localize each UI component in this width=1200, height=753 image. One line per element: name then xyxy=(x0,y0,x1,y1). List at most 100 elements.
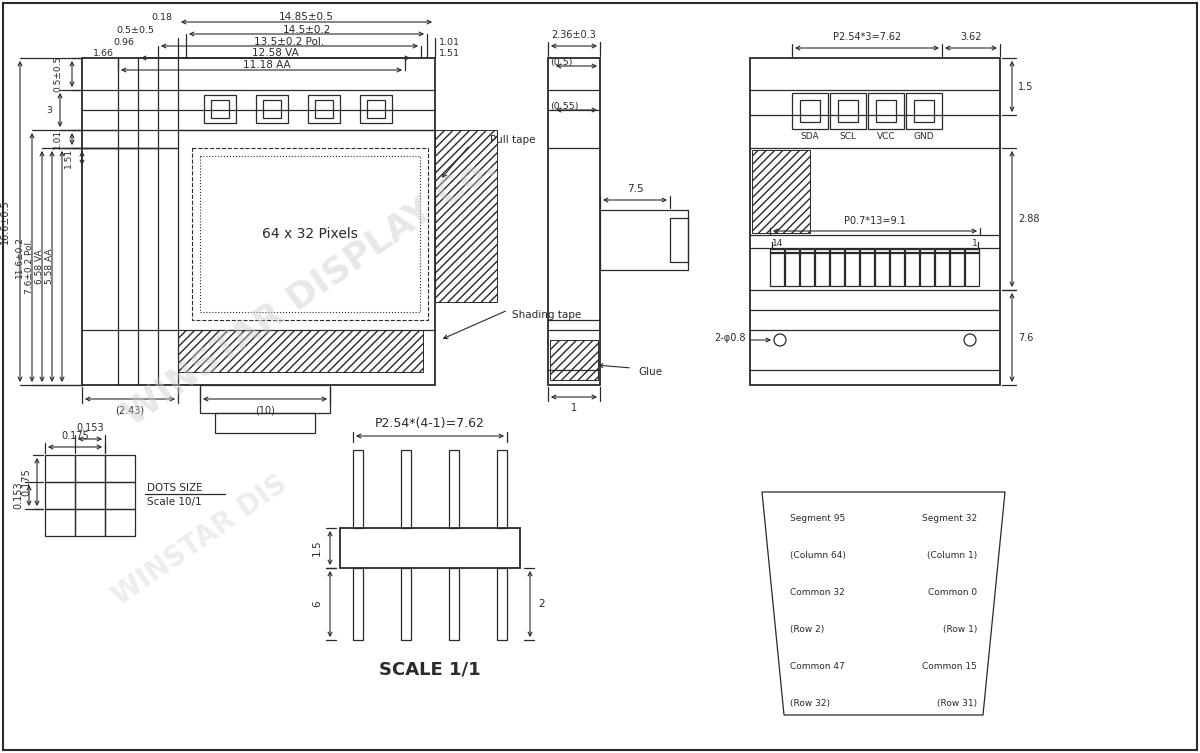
Text: Common 47: Common 47 xyxy=(790,662,845,671)
Text: Common 0: Common 0 xyxy=(928,588,977,597)
Text: 6: 6 xyxy=(312,601,322,608)
Text: (Row 2): (Row 2) xyxy=(790,625,824,634)
Text: 3.62: 3.62 xyxy=(960,32,982,42)
Bar xyxy=(308,95,340,123)
Bar xyxy=(449,450,458,528)
Bar xyxy=(670,218,688,262)
Bar xyxy=(830,93,866,129)
Text: (Column 64): (Column 64) xyxy=(790,550,846,559)
Text: 5.58 AA: 5.58 AA xyxy=(46,248,54,284)
Text: 0.5±0.5: 0.5±0.5 xyxy=(116,26,154,35)
Bar xyxy=(906,93,942,129)
Text: WINSTAR DIS: WINSTAR DIS xyxy=(107,469,293,611)
Text: 64 x 32 Pixels: 64 x 32 Pixels xyxy=(262,227,358,241)
Text: (10): (10) xyxy=(256,405,275,415)
Text: 3: 3 xyxy=(47,105,52,114)
Bar xyxy=(200,156,420,312)
Bar xyxy=(497,568,508,640)
Text: 12.58 VA: 12.58 VA xyxy=(252,48,299,58)
Bar xyxy=(752,150,810,233)
Text: DOTS SIZE: DOTS SIZE xyxy=(148,483,203,493)
Text: 14.5±0.2: 14.5±0.2 xyxy=(282,25,331,35)
Bar xyxy=(215,413,314,433)
Bar xyxy=(200,385,330,413)
Text: 14.85±0.5: 14.85±0.5 xyxy=(278,12,334,22)
Text: 2-φ0.8: 2-φ0.8 xyxy=(714,333,746,343)
Text: SDA: SDA xyxy=(800,132,820,141)
Bar xyxy=(860,252,874,286)
Bar xyxy=(600,210,688,270)
Text: P0.7*13=9.1: P0.7*13=9.1 xyxy=(844,216,906,226)
Bar xyxy=(314,100,334,118)
Bar xyxy=(74,455,106,482)
Text: 6.58 VA: 6.58 VA xyxy=(35,249,44,284)
Bar xyxy=(353,568,364,640)
Text: 0.153: 0.153 xyxy=(76,423,104,433)
Bar xyxy=(497,450,508,528)
Text: Scale 10/1: Scale 10/1 xyxy=(148,497,202,507)
Bar xyxy=(905,252,918,286)
Bar xyxy=(74,509,106,536)
Text: 2.36±0.3: 2.36±0.3 xyxy=(552,30,596,40)
Bar xyxy=(770,252,784,286)
Bar xyxy=(815,252,828,286)
Text: 0.153: 0.153 xyxy=(13,482,23,509)
Bar xyxy=(935,252,948,286)
Bar xyxy=(868,93,904,129)
Bar xyxy=(106,482,134,509)
Text: P2.54*3=7.62: P2.54*3=7.62 xyxy=(833,32,901,42)
Bar xyxy=(353,450,364,528)
Text: Glue: Glue xyxy=(638,367,662,377)
Bar xyxy=(838,100,858,122)
Bar xyxy=(74,482,106,509)
Bar xyxy=(875,249,888,253)
Bar xyxy=(770,249,784,253)
Text: SCL: SCL xyxy=(840,132,857,141)
Text: (Column 1): (Column 1) xyxy=(926,550,977,559)
Bar xyxy=(204,95,236,123)
Text: (2.43): (2.43) xyxy=(115,405,144,415)
Bar xyxy=(920,249,934,253)
Bar xyxy=(46,509,74,536)
Text: Common 15: Common 15 xyxy=(922,662,977,671)
Text: 1.5: 1.5 xyxy=(1018,81,1033,92)
Bar xyxy=(211,100,229,118)
Text: 2: 2 xyxy=(538,599,545,609)
Text: P2.54*(4-1)=7.62: P2.54*(4-1)=7.62 xyxy=(376,417,485,430)
Bar xyxy=(845,249,858,253)
Text: 16.6±0.5: 16.6±0.5 xyxy=(0,199,10,244)
Bar xyxy=(367,100,385,118)
Bar xyxy=(340,528,520,568)
Text: (Row 1): (Row 1) xyxy=(943,625,977,634)
Bar xyxy=(192,148,428,320)
Bar xyxy=(178,330,424,372)
Bar xyxy=(785,252,798,286)
Bar xyxy=(750,58,1000,385)
Bar xyxy=(800,249,814,253)
Text: Shading tape: Shading tape xyxy=(512,310,581,320)
Text: GND: GND xyxy=(913,132,935,141)
Text: 0.175: 0.175 xyxy=(61,431,89,441)
Bar xyxy=(46,482,74,509)
Bar xyxy=(920,252,934,286)
Text: Common 32: Common 32 xyxy=(790,588,845,597)
Bar xyxy=(106,509,134,536)
Text: (0.55): (0.55) xyxy=(550,102,578,111)
Bar xyxy=(876,100,896,122)
Bar xyxy=(950,249,964,253)
Text: 13.5±0.2 Pol.: 13.5±0.2 Pol. xyxy=(254,37,325,47)
Bar xyxy=(890,252,904,286)
Bar xyxy=(263,100,281,118)
Text: Segment 32: Segment 32 xyxy=(922,514,977,523)
Bar xyxy=(830,252,844,286)
Text: VCC: VCC xyxy=(877,132,895,141)
Bar xyxy=(875,252,888,286)
Text: 1.01: 1.01 xyxy=(439,38,460,47)
Bar xyxy=(360,95,392,123)
Bar xyxy=(46,455,74,482)
Bar xyxy=(82,58,436,385)
Text: 1.01: 1.01 xyxy=(53,129,62,149)
Text: 1.66: 1.66 xyxy=(94,48,114,57)
Text: 7.6: 7.6 xyxy=(1018,333,1033,343)
Text: 0.18: 0.18 xyxy=(151,13,172,22)
